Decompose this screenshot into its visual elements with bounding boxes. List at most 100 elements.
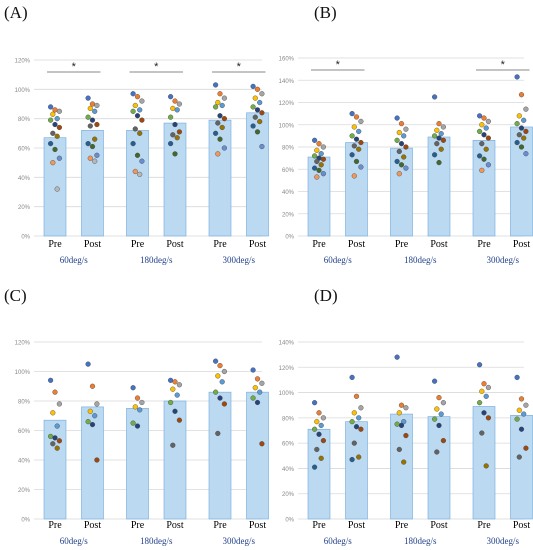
data-point: [320, 415, 327, 421]
data-point: [250, 395, 256, 401]
data-point: [521, 135, 527, 141]
data-point: [351, 124, 357, 130]
data-point: [485, 162, 492, 168]
data-point: [172, 379, 178, 385]
x-tick-label: Pre: [312, 239, 326, 250]
data-point: [481, 115, 487, 121]
data-point: [50, 111, 56, 117]
data-point: [477, 128, 483, 135]
group-label: 60deg/s: [60, 536, 88, 546]
x-tick-label: Pre: [48, 239, 62, 250]
data-point: [257, 118, 263, 125]
data-point: [434, 127, 440, 133]
data-point: [134, 395, 141, 401]
panel-b: (B) 0% 20% 40% 60% 80% 100% 120% 140% 160% Pre Pos…: [266, 0, 533, 275]
data-point: [516, 132, 522, 138]
data-point: [434, 141, 440, 147]
data-point: [521, 117, 527, 123]
data-point: [89, 117, 96, 123]
data-point: [440, 124, 447, 130]
data-point: [217, 91, 223, 97]
data-point: [311, 426, 318, 432]
data-point: [87, 155, 93, 161]
data-point: [396, 410, 402, 416]
data-point: [479, 122, 485, 128]
data-point: [250, 123, 256, 129]
data-point: [215, 151, 221, 157]
data-point: [398, 422, 405, 429]
panel-d: (D) 0% 20% 40% 60% 80% 100% 120% 140% Pre Post Pre…: [266, 275, 533, 550]
data-point: [52, 121, 58, 128]
y-tick-label: 80%: [282, 146, 295, 152]
y-tick-label: 0%: [285, 235, 294, 241]
x-tick-label: Pre: [213, 520, 227, 531]
data-point: [477, 362, 483, 368]
data-point: [56, 124, 63, 131]
data-point: [221, 95, 228, 101]
data-point: [259, 143, 265, 150]
data-point: [349, 419, 355, 425]
data-point: [481, 381, 487, 387]
data-point: [479, 388, 485, 394]
data-point: [172, 98, 178, 104]
data-point: [358, 164, 364, 170]
data-point: [172, 151, 178, 157]
data-point: [518, 92, 525, 98]
data-point: [349, 133, 355, 139]
data-point: [523, 402, 529, 408]
data-point: [130, 91, 136, 97]
data-point: [516, 454, 522, 460]
x-tick-label: Post: [348, 239, 365, 250]
data-point: [311, 153, 318, 159]
data-point: [134, 113, 141, 119]
data-point: [170, 386, 176, 392]
bar: [472, 140, 496, 237]
bar: [427, 416, 451, 520]
data-point: [252, 114, 258, 120]
x-tick-label: Pre: [131, 520, 145, 531]
data-point: [170, 442, 176, 448]
data-point: [89, 143, 96, 150]
data-point: [314, 158, 320, 165]
group-label: 60deg/s: [60, 255, 88, 265]
y-tick-label: 40%: [282, 467, 295, 473]
data-point: [250, 367, 256, 373]
y-tick-label: 40%: [18, 176, 31, 182]
y-tick-label: 120%: [15, 59, 31, 65]
data-point: [358, 405, 364, 411]
data-point: [252, 95, 258, 101]
data-point: [523, 445, 529, 451]
data-point: [52, 146, 58, 153]
data-point: [176, 417, 183, 423]
data-point: [259, 380, 265, 386]
group-label: 300deg/s: [223, 255, 256, 265]
data-point: [174, 107, 180, 113]
y-tick-label: 0%: [285, 518, 294, 524]
data-point: [316, 167, 322, 173]
x-tick-label: Post: [430, 520, 447, 531]
data-point: [130, 141, 136, 147]
y-tick-label: 60%: [18, 147, 31, 153]
data-point: [254, 376, 261, 382]
x-tick-label: Post: [513, 239, 530, 250]
panel-label: (B): [314, 3, 337, 22]
data-point: [316, 141, 322, 147]
data-point: [318, 455, 324, 461]
data-point: [132, 168, 138, 175]
data-point: [176, 129, 183, 135]
data-point: [311, 464, 318, 470]
data-point: [254, 107, 261, 113]
data-point: [130, 420, 136, 426]
data-point: [516, 113, 522, 119]
data-point: [219, 102, 225, 109]
data-point: [130, 108, 136, 114]
data-point: [50, 410, 56, 416]
data-point: [394, 137, 400, 143]
data-point: [477, 153, 483, 159]
data-point: [257, 99, 263, 106]
group-label: 60deg/s: [324, 536, 352, 546]
data-point: [485, 415, 492, 421]
data-point: [56, 108, 63, 114]
data-point: [56, 401, 63, 407]
panel-c: (C) 0% 20% 40% 60% 80% 100% 120% Pre Post Pre Post…: [0, 275, 269, 550]
